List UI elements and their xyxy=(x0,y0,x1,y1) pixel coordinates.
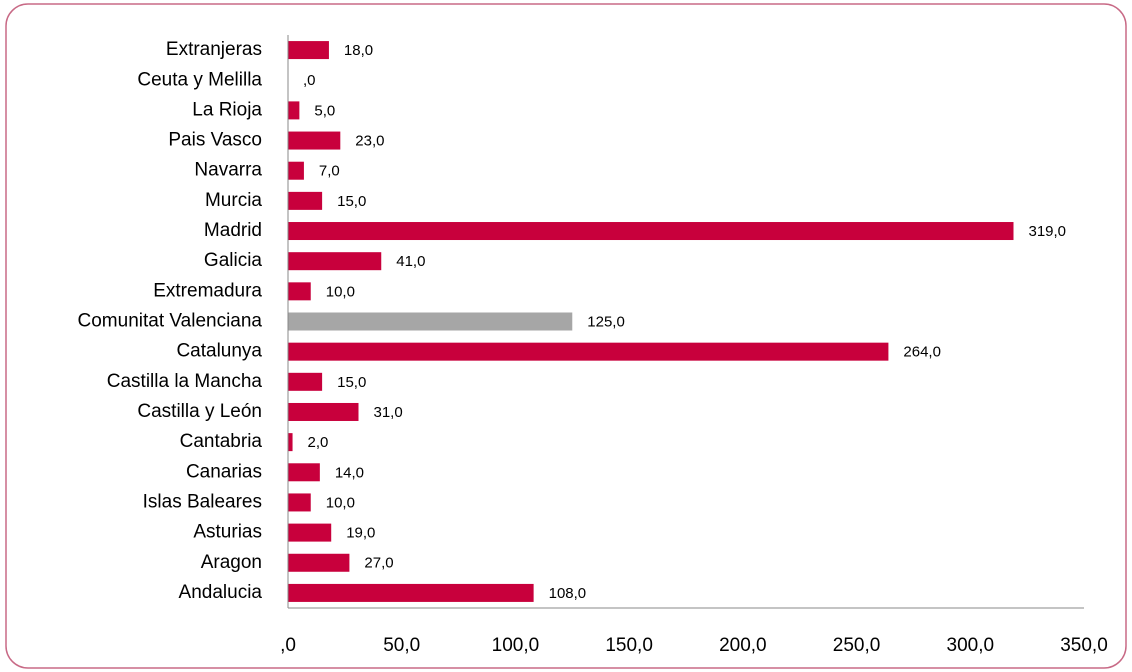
y-tick-label: Castilla y León xyxy=(137,401,262,422)
y-tick-label: Cantabria xyxy=(180,431,263,452)
y-tick-label: Extranjeras xyxy=(166,39,262,60)
bar xyxy=(288,282,311,301)
value-label: 125,0 xyxy=(587,313,625,330)
bar xyxy=(288,252,382,271)
bar xyxy=(288,222,1014,241)
value-label: 10,0 xyxy=(326,494,355,511)
bar xyxy=(288,402,359,421)
x-tick-label: ,0 xyxy=(280,635,296,656)
x-tick-label: 350,0 xyxy=(1060,635,1108,656)
x-tick-label: 300,0 xyxy=(947,635,995,656)
bar xyxy=(288,493,311,512)
bar xyxy=(288,131,341,150)
y-tick-label: Castilla la Mancha xyxy=(107,371,263,392)
bar xyxy=(288,583,534,602)
bar xyxy=(288,312,573,331)
value-label: 31,0 xyxy=(374,404,403,421)
x-tick-label: 250,0 xyxy=(833,635,881,656)
y-tick-label: Pais Vasco xyxy=(168,130,262,151)
bar xyxy=(288,433,293,452)
value-label: 264,0 xyxy=(903,344,941,361)
value-label: 15,0 xyxy=(337,193,366,210)
y-tick-label: Catalunya xyxy=(176,341,262,362)
value-label: 319,0 xyxy=(1028,223,1066,240)
bar xyxy=(288,41,329,60)
value-label: 19,0 xyxy=(346,525,375,542)
value-label: 108,0 xyxy=(549,585,587,602)
y-tick-label: Galicia xyxy=(204,250,263,271)
y-tick-label: Extremadura xyxy=(153,280,262,301)
y-tick-label: Canarias xyxy=(186,461,262,482)
value-label: 23,0 xyxy=(355,133,384,150)
y-tick-label: Navarra xyxy=(194,160,262,181)
bar xyxy=(288,161,304,180)
y-tick-label: Madrid xyxy=(204,220,262,241)
value-label: 7,0 xyxy=(319,163,340,180)
value-label: ,0 xyxy=(303,72,316,89)
bar xyxy=(288,463,320,482)
value-label: 10,0 xyxy=(326,283,355,300)
x-tick-label: 100,0 xyxy=(492,635,540,656)
y-tick-label: Aragon xyxy=(201,552,262,573)
chart-frame xyxy=(5,3,1127,669)
value-label: 2,0 xyxy=(308,434,329,451)
x-tick-label: 150,0 xyxy=(605,635,653,656)
bar xyxy=(288,101,300,120)
y-tick-label: Comunitat Valenciana xyxy=(78,311,263,332)
value-label: 14,0 xyxy=(335,464,364,481)
bar xyxy=(288,342,889,361)
value-label: 41,0 xyxy=(396,253,425,270)
value-label: 18,0 xyxy=(344,42,373,59)
y-tick-label: Murcia xyxy=(205,190,262,211)
y-tick-label: La Rioja xyxy=(192,99,262,120)
y-tick-label: Asturias xyxy=(193,522,262,543)
bar xyxy=(288,553,350,572)
value-label: 5,0 xyxy=(314,102,335,119)
y-tick-label: Islas Baleares xyxy=(143,491,262,512)
y-tick-label: Andalucia xyxy=(179,582,263,603)
y-tick-label: Ceuta y Melilla xyxy=(137,69,262,90)
bar xyxy=(288,523,332,542)
value-label: 15,0 xyxy=(337,374,366,391)
x-tick-label: 50,0 xyxy=(383,635,420,656)
value-label: 27,0 xyxy=(364,555,393,572)
bar xyxy=(288,372,323,391)
x-tick-label: 200,0 xyxy=(719,635,767,656)
bar xyxy=(288,191,323,210)
